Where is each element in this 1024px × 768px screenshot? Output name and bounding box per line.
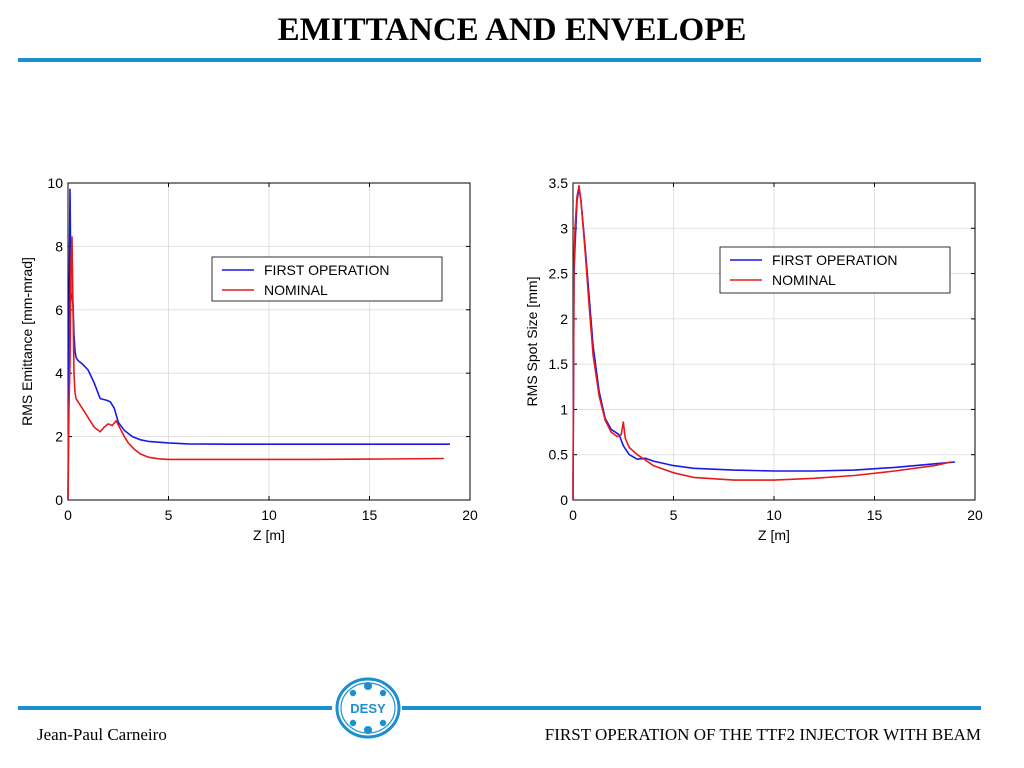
- spot-size-chart: 0 5 10 15 20 0 0.5 1 1.5 2 2.5 3 3.5 Z [m] RMS Spot Si…: [524, 175, 983, 543]
- y-tick-label: 2: [560, 311, 568, 327]
- x-axis-label: Z [m]: [758, 527, 790, 543]
- logo-text: DESY: [350, 701, 386, 716]
- y-tick-label: 0: [560, 492, 568, 508]
- footer-talk-title: FIRST OPERATION OF THE TTF2 INJECTOR WIT…: [544, 725, 981, 744]
- y-axis-label: RMS Emittance [mm-mrad]: [19, 257, 35, 426]
- legend-label: NOMINAL: [264, 282, 328, 298]
- y-tick-label: 1.5: [549, 356, 569, 372]
- series-line-nominal: [67, 236, 444, 501]
- legend-label: FIRST OPERATION: [264, 262, 390, 278]
- x-tick-label: 10: [766, 507, 782, 523]
- bottom-rule-left: [18, 706, 332, 710]
- bottom-rule-right: [402, 706, 981, 710]
- legend-label: FIRST OPERATION: [772, 252, 898, 268]
- y-tick-label: 1: [560, 401, 568, 417]
- legend-label: NOMINAL: [772, 272, 836, 288]
- x-tick-label: 20: [967, 507, 983, 523]
- y-axis-label: RMS Spot Size [mm]: [524, 277, 540, 407]
- emittance-chart: 0 5 10 15 20 0 2 4 6 8 10 Z [m] RMS Emittance [mm-mr…: [19, 175, 478, 543]
- x-tick-label: 20: [462, 507, 478, 523]
- series-line-first-operation: [572, 186, 955, 501]
- x-axis-label: Z [m]: [253, 527, 285, 543]
- y-tick-label: 0: [55, 492, 63, 508]
- x-tick-label: 0: [64, 507, 72, 523]
- y-tick-label: 8: [55, 238, 63, 254]
- y-tick-label: 4: [55, 365, 63, 381]
- legend-box: [719, 246, 951, 294]
- y-tick-label: 2: [55, 429, 63, 445]
- series-line-nominal: [572, 184, 952, 501]
- y-tick-label: 2.5: [549, 266, 569, 282]
- y-tick-label: 3: [560, 220, 568, 236]
- legend-box: [211, 256, 443, 302]
- x-tick-label: 15: [362, 507, 378, 523]
- x-tick-label: 5: [670, 507, 678, 523]
- x-tick-label: 0: [569, 507, 577, 523]
- y-tick-label: 3.5: [549, 175, 569, 191]
- series-line-first-operation: [67, 188, 450, 501]
- top-rule: [18, 58, 981, 62]
- y-tick-label: 6: [55, 302, 63, 318]
- y-tick-label: 0.5: [549, 447, 569, 463]
- x-tick-label: 10: [261, 507, 277, 523]
- y-tick-label: 10: [47, 175, 63, 191]
- slide-title: EMITTANCE AND ENVELOPE: [277, 12, 747, 48]
- desy-logo: DESY: [335, 677, 401, 739]
- x-tick-label: 15: [867, 507, 883, 523]
- x-tick-label: 5: [165, 507, 173, 523]
- footer-author: Jean-Paul Carneiro: [37, 725, 167, 744]
